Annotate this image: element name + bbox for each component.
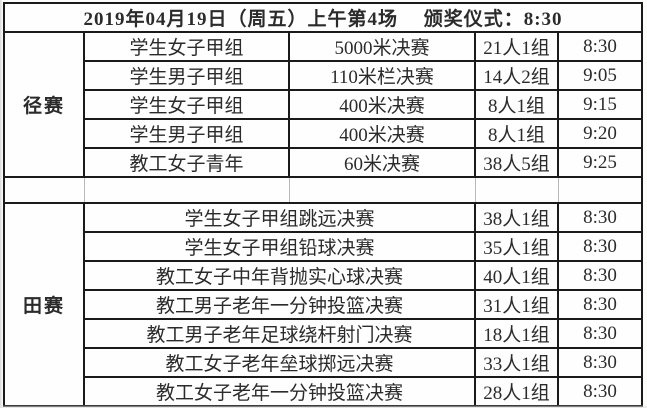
schedule-table: 2019年04月19日（周五）上午第4场 颁奖仪式：8:30 径赛 学生女子甲组… [3,2,643,407]
time-cell: 8:30 [557,289,643,320]
participants-cell: 40人1组 [474,260,559,291]
field-row: 学生女子甲组铅球决赛 35人1组 8:30 [4,231,643,262]
spacer-cell [83,176,290,204]
page-title: 2019年04月19日（周五）上午第4场 颁奖仪式：8:30 [3,2,643,33]
event-cell: 教工男子老年足球绕杆射门决赛 [83,318,476,349]
time-cell: 9:05 [557,60,643,91]
track-row: 教工女子青年 60米决赛 38人5组 9:25 [4,147,643,178]
participants-cell: 38人1组 [474,202,559,233]
track-row: 径赛 学生女子甲组 5000米决赛 21人1组 8:30 [3,31,643,178]
field-row: 教工男子老年一分钟投篮决赛 31人1组 8:30 [4,289,643,320]
section-label-field: 田赛 [3,202,85,407]
time-cell: 9:15 [557,89,643,120]
participants-cell: 38人5组 [474,147,559,178]
participants-cell: 31人1组 [474,289,559,320]
time-cell: 8:30 [557,347,643,378]
field-row: 教工男子老年足球绕杆射门决赛 18人1组 8:30 [4,318,643,349]
participants-cell: 28人1组 [474,376,559,407]
spacer-row [3,176,643,204]
event-cell: 60米决赛 [288,147,476,178]
group-cell: 教工女子青年 [83,147,290,178]
event-cell: 学生女子甲组铅球决赛 [83,231,476,262]
event-cell: 教工女子老年垒球掷远决赛 [83,347,476,378]
track-row: 学生女子甲组 400米决赛 8人1组 9:15 [4,89,643,120]
scan-edge-artifact [0,0,3,408]
field-row: 教工女子老年一分钟投篮决赛 28人1组 8:30 [4,376,643,407]
time-cell: 8:30 [557,31,643,62]
time-cell: 8:30 [557,202,643,233]
group-cell: 学生男子甲组 [83,60,290,91]
spacer-cell [474,176,559,204]
participants-cell: 18人1组 [474,318,559,349]
header-row: 2019年04月19日（周五）上午第4场 颁奖仪式：8:30 [3,2,643,33]
participants-cell: 14人2组 [474,60,559,91]
scan-shadow-artifact [0,405,647,408]
event-cell: 400米决赛 [288,89,476,120]
time-cell: 8:30 [557,376,643,407]
time-cell: 9:20 [557,118,643,149]
time-cell: 8:30 [557,318,643,349]
event-cell: 5000米决赛 [288,31,476,62]
event-cell: 教工男子老年一分钟投篮决赛 [83,289,476,320]
section-label-track: 径赛 [3,31,85,178]
time-cell: 8:30 [557,260,643,291]
event-cell: 400米决赛 [288,118,476,149]
event-cell: 教工女子中年背抛实心球决赛 [83,260,476,291]
field-row: 教工女子老年垒球掷远决赛 33人1组 8:30 [4,347,643,378]
track-row: 学生男子甲组 400米决赛 8人1组 9:20 [4,118,643,149]
event-cell: 教工女子老年一分钟投篮决赛 [83,376,476,407]
group-cell: 学生女子甲组 [83,31,290,62]
spacer-cell [3,176,85,204]
track-row: 学生男子甲组 110米栏决赛 14人2组 9:05 [4,60,643,91]
participants-cell: 8人1组 [474,89,559,120]
event-cell: 学生女子甲组跳远决赛 [83,202,476,233]
participants-cell: 33人1组 [474,347,559,378]
spacer-cell [288,176,476,204]
event-cell: 110米栏决赛 [288,60,476,91]
participants-cell: 21人1组 [474,31,559,62]
group-cell: 学生女子甲组 [83,89,290,120]
group-cell: 学生男子甲组 [83,118,290,149]
field-row: 教工女子中年背抛实心球决赛 40人1组 8:30 [4,260,643,291]
time-cell: 9:25 [557,147,643,178]
time-cell: 8:30 [557,231,643,262]
field-row: 田赛 学生女子甲组跳远决赛 38人1组 8:30 [3,202,643,407]
participants-cell: 8人1组 [474,118,559,149]
participants-cell: 35人1组 [474,231,559,262]
spacer-cell [557,176,643,204]
